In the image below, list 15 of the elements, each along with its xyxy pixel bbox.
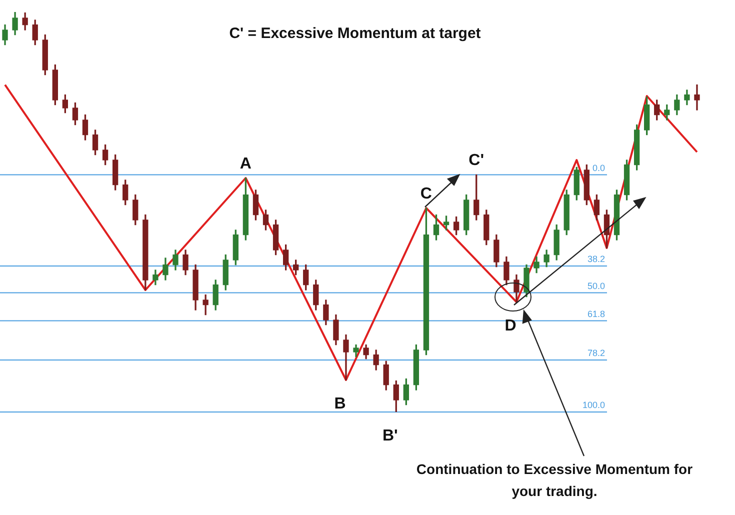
annotation: 61.8 (587, 308, 605, 319)
annotation: C (420, 185, 432, 202)
annotation: 38.2 (587, 254, 605, 264)
annotation: D (504, 317, 516, 334)
annotation: 100.0 (582, 400, 605, 410)
text: C' = Excessive Momentum at target (228, 25, 482, 42)
annotation: 78.2 (587, 348, 605, 358)
annotation: B (334, 395, 346, 412)
annotation: C' (468, 152, 484, 170)
annotation: A (240, 155, 252, 172)
annotation: 0.0 (592, 162, 605, 173)
annotation: 50.0 (587, 280, 605, 291)
annotation: B' (382, 427, 398, 444)
text: Continuation to Excessive Momentum for your trading. (415, 460, 694, 501)
candlestick (694, 84, 700, 110)
